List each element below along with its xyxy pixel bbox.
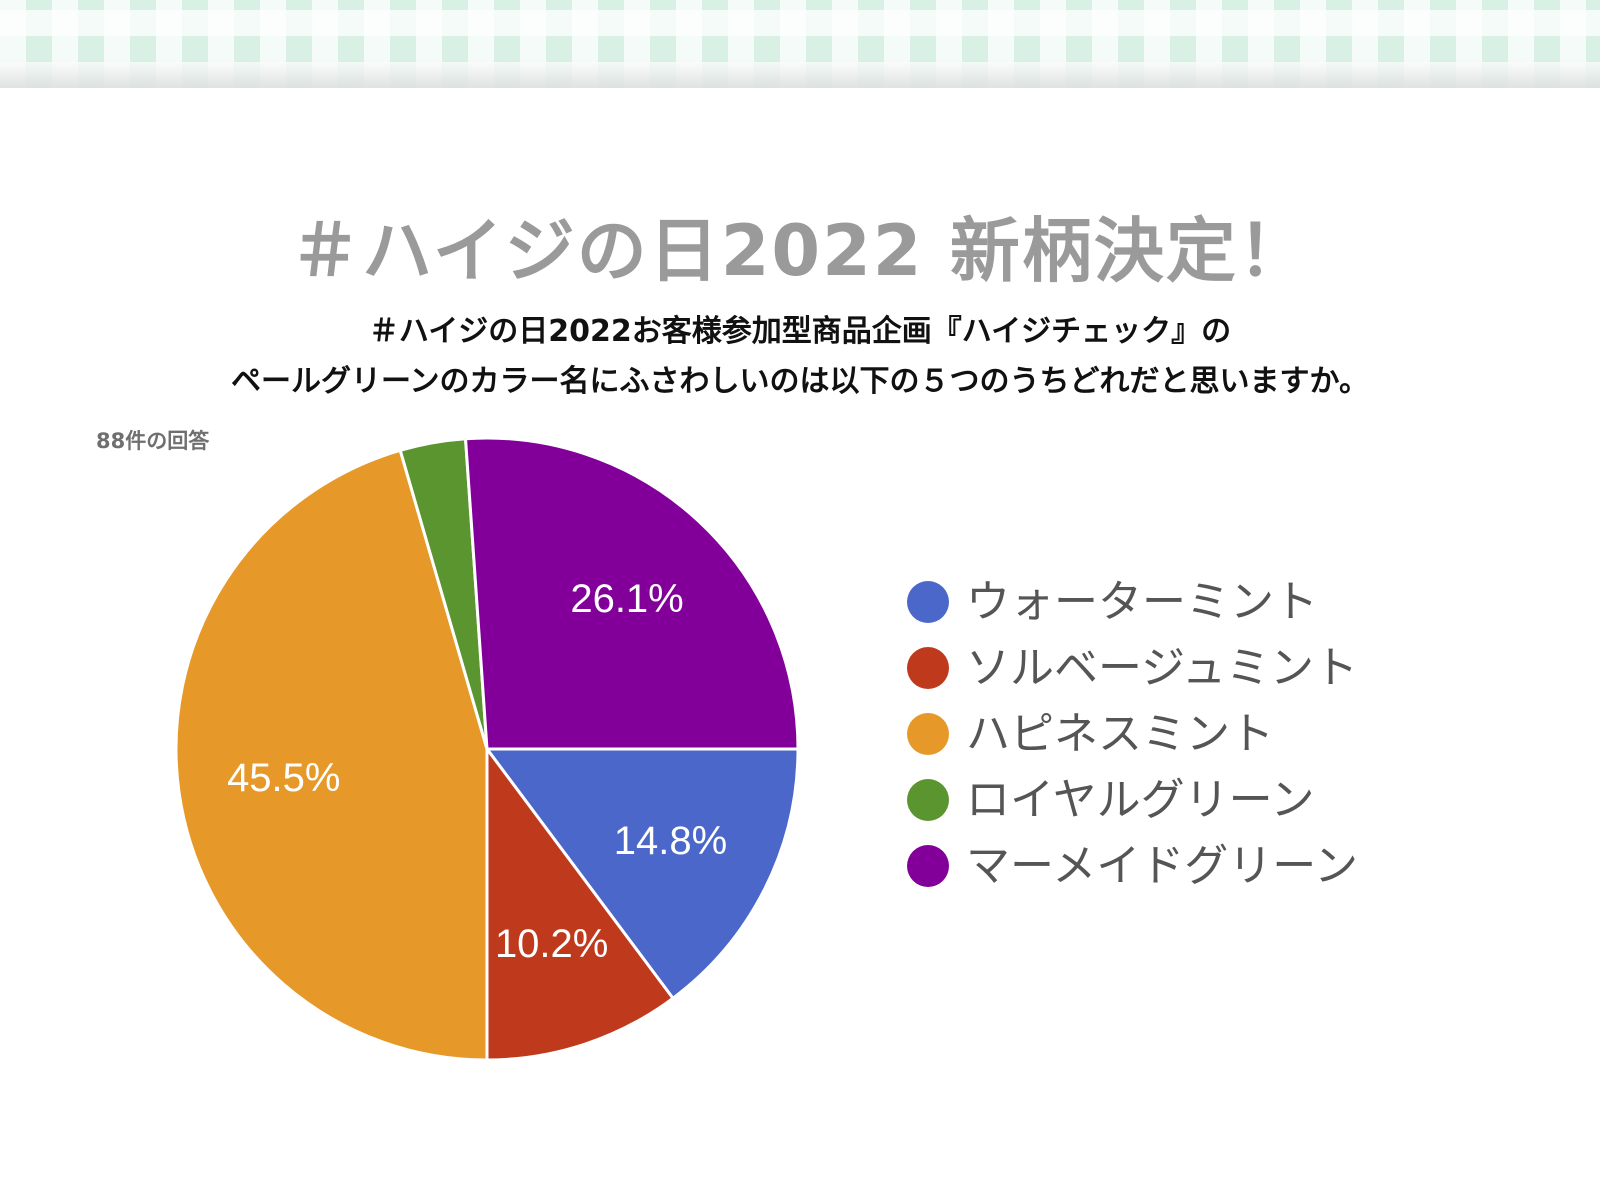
slice-label-2: 10.2% xyxy=(495,922,608,966)
legend-swatch-5 xyxy=(907,845,949,887)
pie-slice-5 xyxy=(463,436,800,751)
question-line-1: ＃ハイジの日2022お客様参加型商品企画『ハイジチェック』の xyxy=(368,314,1232,349)
legend-label-3: ハピネスミント xyxy=(966,709,1274,760)
legend-label-1: ウォーターミント xyxy=(966,577,1318,628)
pie-slice-1 xyxy=(484,747,800,1001)
legend-label-4: ロイヤルグリーン xyxy=(966,775,1314,826)
pie-slice-2 xyxy=(485,744,676,1062)
legend-swatch-1 xyxy=(907,581,949,623)
banner-shadow xyxy=(0,60,1600,88)
legend-label-5: マーメイドグリーン xyxy=(966,841,1358,892)
legend-swatch-3 xyxy=(907,713,949,755)
slice-labels: 14.8% 10.2% 45.5% 26.1% xyxy=(227,577,727,966)
question-line-2: ペールグリーンのカラー名にふさわしいのは以下の５つのうちどれだと思いますか。 xyxy=(231,364,1369,399)
pie-slices xyxy=(174,436,800,1062)
page-title: ＃ハイジの日2022 新柄決定！ xyxy=(290,210,1310,292)
slice-label-1: 14.8% xyxy=(614,819,727,863)
legend-swatch-2 xyxy=(907,647,949,689)
pie-slice-3 xyxy=(174,448,489,1062)
chart-legend: ウォーターミントソルベージュミントハピネスミントロイヤルグリーンマーメイドグリー… xyxy=(907,577,1358,892)
slice-label-3: 45.5% xyxy=(227,756,340,800)
legend-label-2: ソルベージュミント xyxy=(966,643,1358,694)
response-count: 88件の回答 xyxy=(96,429,210,453)
slice-label-5: 26.1% xyxy=(570,577,683,621)
legend-swatch-4 xyxy=(907,779,949,821)
